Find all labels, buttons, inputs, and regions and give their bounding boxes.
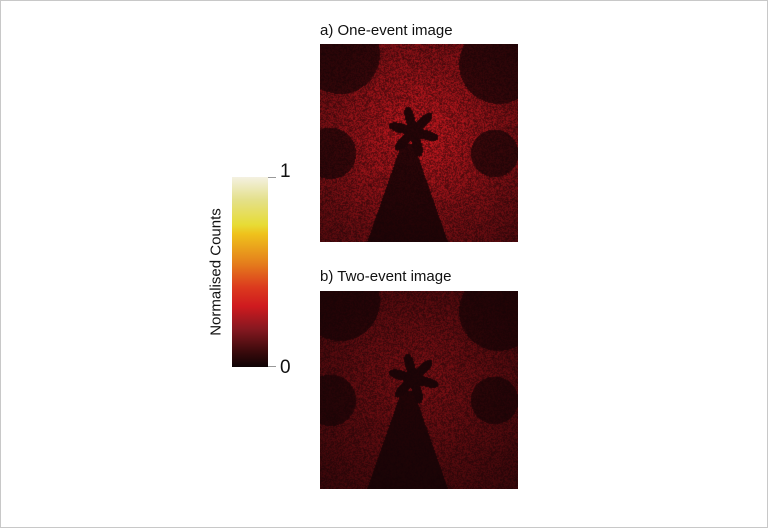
panel-a-caption: a) One-event image bbox=[320, 22, 453, 39]
one-event-image bbox=[320, 44, 518, 242]
colorbar-min-label: 0 bbox=[280, 357, 291, 378]
colorbar bbox=[232, 177, 268, 367]
colorbar-tick-min bbox=[268, 366, 276, 367]
two-event-image bbox=[320, 291, 518, 489]
colorbar-tick-max bbox=[268, 177, 276, 178]
panel-b-caption: b) Two-event image bbox=[320, 268, 452, 285]
colorbar-axis-label: Normalised Counts bbox=[207, 208, 225, 336]
colorbar-max-label: 1 bbox=[280, 161, 291, 182]
